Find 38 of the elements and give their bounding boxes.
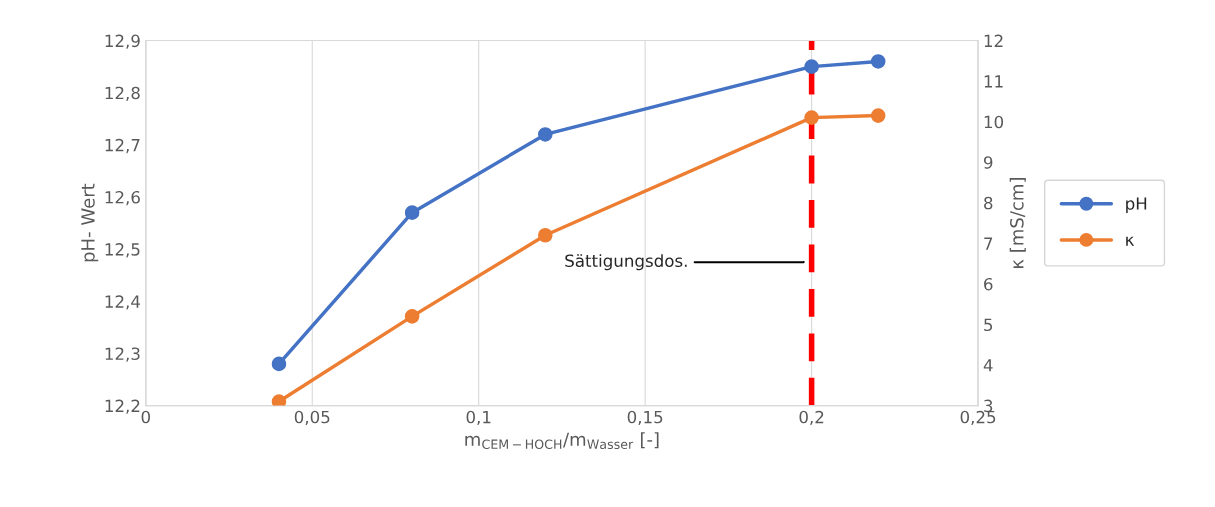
ref-line-label: Sättigungsdos. bbox=[565, 254, 687, 271]
y-tick-label: 12,2 bbox=[105, 399, 140, 414]
y2-tick-label: 4 bbox=[983, 359, 993, 372]
y-axis-title: pH- Wert bbox=[81, 183, 99, 262]
x-tick-label: 0 bbox=[141, 410, 150, 424]
point bbox=[271, 394, 287, 406]
y-tick-label: 12,4 bbox=[105, 295, 140, 310]
y-tick-label: 12,9 bbox=[105, 34, 140, 49]
y2-tick-label: 6 bbox=[984, 277, 993, 291]
y2-tick-label: 8 bbox=[984, 196, 993, 210]
point bbox=[870, 108, 886, 123]
point bbox=[538, 127, 553, 142]
y2-axis-title: κ [mS/cm] bbox=[1009, 178, 1026, 268]
legend-label: pH bbox=[1126, 197, 1147, 214]
point bbox=[804, 59, 819, 74]
x-tick-label: 0,15 bbox=[627, 410, 663, 426]
point bbox=[538, 227, 553, 243]
x-axis-title: m$_{CEM−HOCH}$/m$_{Wasser}$ [-] bbox=[465, 432, 659, 450]
y-tick-label: 12,5 bbox=[105, 243, 140, 258]
y-tick-label: 12,8 bbox=[105, 86, 140, 101]
point bbox=[804, 110, 819, 125]
y2-tick-label: 7 bbox=[984, 237, 993, 250]
y2-tick-label: 10 bbox=[984, 115, 1004, 129]
y2-tick-label: 11 bbox=[984, 75, 1003, 88]
y-tick-label: 12,3 bbox=[105, 347, 140, 362]
point bbox=[404, 309, 420, 324]
y2-tick-label: 12 bbox=[984, 34, 1003, 47]
x-tick-label: 0,1 bbox=[466, 410, 491, 426]
legend-label: κ bbox=[1126, 236, 1135, 246]
x-tick-label: 0,05 bbox=[294, 410, 330, 426]
point bbox=[404, 205, 420, 220]
y-tick-label: 12,6 bbox=[105, 190, 140, 206]
y-tick-label: 12,7 bbox=[105, 138, 140, 154]
y2-tick-label: 9 bbox=[983, 156, 993, 169]
point bbox=[271, 356, 287, 372]
y2-tick-label: 5 bbox=[984, 318, 993, 332]
x-tick-label: 0,2 bbox=[799, 410, 824, 426]
point bbox=[870, 54, 886, 69]
